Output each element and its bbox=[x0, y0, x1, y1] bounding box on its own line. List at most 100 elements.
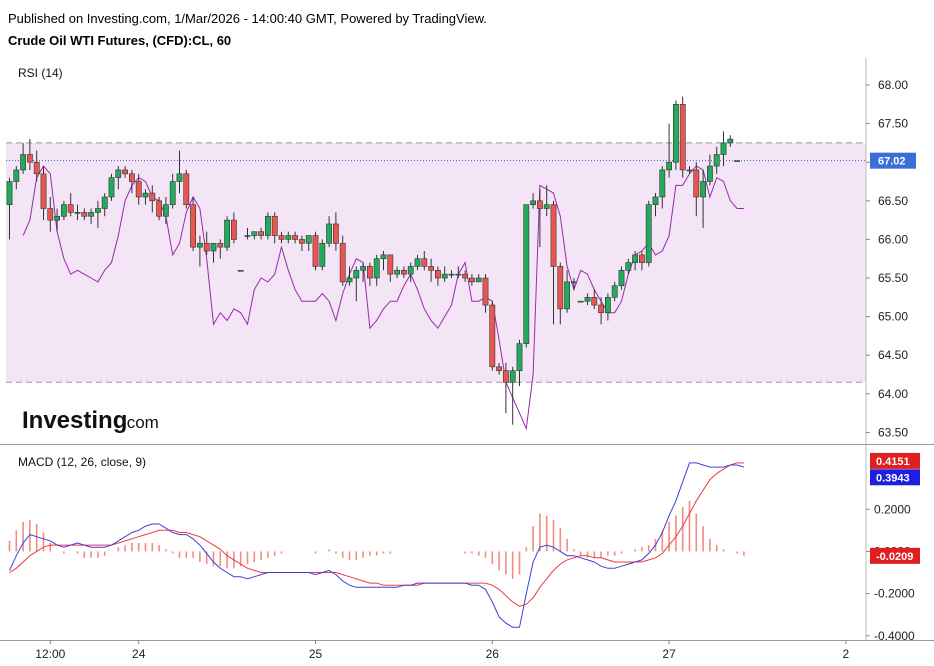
candle[interactable] bbox=[319, 239, 326, 271]
candle[interactable] bbox=[135, 173, 142, 205]
candle[interactable] bbox=[550, 200, 557, 325]
candle[interactable] bbox=[441, 266, 448, 282]
candle[interactable] bbox=[176, 150, 183, 194]
candle[interactable] bbox=[156, 196, 162, 221]
candle[interactable] bbox=[353, 266, 360, 302]
candle[interactable] bbox=[312, 231, 319, 271]
candle[interactable] bbox=[523, 204, 530, 348]
candle[interactable] bbox=[54, 208, 60, 232]
candle[interactable] bbox=[217, 239, 224, 259]
candle[interactable] bbox=[475, 274, 482, 283]
candle[interactable] bbox=[47, 196, 54, 232]
candle[interactable] bbox=[387, 254, 394, 282]
candle[interactable] bbox=[142, 189, 149, 205]
candle[interactable] bbox=[122, 166, 128, 178]
candle[interactable] bbox=[516, 339, 523, 387]
candle[interactable] bbox=[60, 200, 67, 221]
candle[interactable] bbox=[88, 208, 94, 224]
candle[interactable] bbox=[203, 231, 210, 255]
candle[interactable] bbox=[292, 231, 298, 244]
candle[interactable] bbox=[366, 262, 373, 286]
candle[interactable] bbox=[496, 362, 502, 375]
candle[interactable] bbox=[645, 200, 652, 267]
price-panel[interactable] bbox=[6, 96, 866, 431]
candle[interactable] bbox=[346, 266, 353, 286]
candle[interactable] bbox=[210, 242, 217, 263]
candle[interactable] bbox=[448, 270, 455, 279]
candle[interactable] bbox=[115, 166, 122, 190]
candle[interactable] bbox=[706, 154, 713, 186]
candle[interactable] bbox=[482, 274, 489, 313]
candle[interactable] bbox=[13, 166, 20, 190]
candle[interactable] bbox=[570, 278, 577, 290]
candle[interactable] bbox=[101, 193, 108, 217]
candle[interactable] bbox=[20, 142, 26, 174]
candle[interactable] bbox=[183, 169, 190, 209]
candle[interactable] bbox=[271, 212, 278, 244]
candle[interactable] bbox=[421, 251, 428, 271]
candle[interactable] bbox=[305, 235, 312, 251]
candle[interactable] bbox=[400, 266, 407, 279]
candle[interactable] bbox=[285, 231, 292, 244]
candle[interactable] bbox=[74, 204, 81, 221]
candle[interactable] bbox=[129, 169, 135, 194]
candle[interactable] bbox=[700, 169, 706, 228]
candle[interactable] bbox=[380, 251, 387, 271]
candle[interactable] bbox=[163, 196, 169, 224]
candle[interactable] bbox=[95, 200, 101, 228]
candle[interactable] bbox=[468, 274, 475, 286]
candle[interactable] bbox=[713, 146, 720, 174]
candle[interactable] bbox=[40, 166, 47, 221]
candle[interactable] bbox=[727, 135, 734, 147]
candle[interactable] bbox=[190, 196, 196, 251]
candle[interactable] bbox=[672, 100, 679, 170]
macd-panel[interactable] bbox=[8, 462, 745, 628]
candle[interactable] bbox=[81, 208, 88, 221]
candle[interactable] bbox=[686, 166, 693, 174]
candle[interactable] bbox=[455, 266, 462, 279]
candle[interactable] bbox=[604, 293, 611, 321]
candle[interactable] bbox=[298, 235, 305, 251]
candle[interactable] bbox=[625, 258, 632, 275]
candle[interactable] bbox=[6, 177, 13, 240]
candle[interactable] bbox=[659, 166, 666, 209]
candle[interactable] bbox=[264, 212, 271, 240]
candle[interactable] bbox=[591, 289, 598, 309]
candle[interactable] bbox=[428, 258, 434, 282]
candle[interactable] bbox=[67, 193, 74, 217]
candle[interactable] bbox=[339, 235, 346, 286]
candle[interactable] bbox=[564, 270, 570, 313]
candle[interactable] bbox=[434, 266, 441, 286]
candle[interactable] bbox=[326, 216, 332, 248]
candle[interactable] bbox=[638, 251, 645, 271]
candle[interactable] bbox=[149, 185, 156, 213]
candle[interactable] bbox=[332, 212, 339, 251]
candle[interactable] bbox=[373, 254, 380, 286]
candle[interactable] bbox=[543, 185, 550, 217]
candle[interactable] bbox=[632, 251, 638, 271]
candle[interactable] bbox=[278, 231, 285, 244]
candle[interactable] bbox=[169, 173, 176, 209]
candle[interactable] bbox=[394, 266, 400, 279]
candle[interactable] bbox=[536, 189, 543, 248]
candle[interactable] bbox=[734, 160, 740, 162]
candle[interactable] bbox=[679, 96, 686, 178]
candle[interactable] bbox=[584, 293, 591, 306]
candle[interactable] bbox=[197, 235, 203, 267]
candle[interactable] bbox=[26, 139, 33, 170]
candle[interactable] bbox=[244, 227, 251, 240]
candle[interactable] bbox=[598, 297, 604, 325]
candle[interactable] bbox=[502, 362, 509, 414]
candle[interactable] bbox=[251, 231, 258, 240]
candle[interactable] bbox=[258, 227, 264, 240]
candle[interactable] bbox=[237, 269, 244, 272]
candle[interactable] bbox=[33, 150, 40, 182]
candle[interactable] bbox=[108, 173, 115, 201]
candle[interactable] bbox=[577, 300, 584, 303]
candle[interactable] bbox=[720, 131, 727, 167]
candle[interactable] bbox=[693, 162, 700, 217]
candle[interactable] bbox=[557, 262, 564, 325]
candle[interactable] bbox=[618, 266, 625, 290]
candle[interactable] bbox=[407, 262, 414, 282]
